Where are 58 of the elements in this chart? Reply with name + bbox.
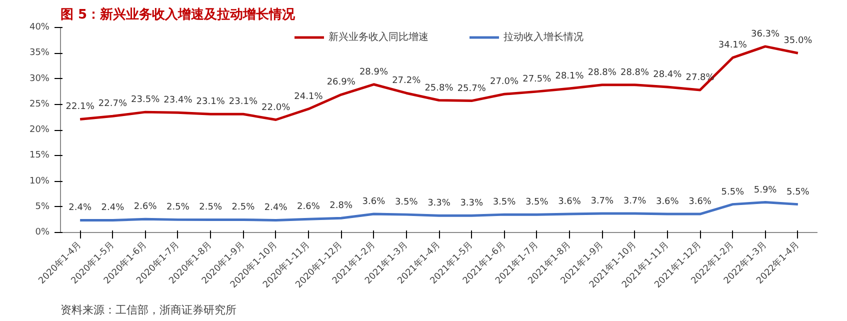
data-label: 26.9%: [326, 78, 356, 88]
y-tick-label: 25%: [29, 99, 50, 110]
data-label: 3.5%: [492, 198, 516, 208]
data-label: 25.7%: [457, 84, 486, 94]
y-tick-label: 10%: [29, 176, 50, 186]
data-label: 25.8%: [424, 83, 454, 94]
data-label: 28.9%: [359, 67, 388, 78]
data-label: 2.6%: [297, 202, 320, 212]
data-label: 23.5%: [131, 95, 160, 106]
y-tick-label: 35%: [29, 48, 50, 58]
y-tick-label: 40%: [29, 22, 50, 32]
y-tick-label: 0%: [35, 228, 50, 238]
data-label: 3.6%: [558, 197, 582, 208]
data-label: 23.4%: [164, 96, 193, 106]
data-label: 28.1%: [555, 71, 584, 82]
data-label: 2.4%: [264, 203, 288, 214]
y-tick-label: 30%: [29, 74, 50, 84]
data-label: 3.7%: [590, 196, 614, 207]
data-label: 27.5%: [522, 74, 552, 85]
text: 资料来源：工信部，浙商证券研究所: [60, 304, 236, 316]
data-label: 22.0%: [262, 102, 291, 113]
data-label: 2.6%: [134, 202, 158, 212]
legend-label: 新兴业务收入同比增速: [328, 30, 428, 44]
data-label: 34.1%: [718, 40, 748, 51]
data-label: 28.4%: [653, 70, 682, 80]
data-label: 27.0%: [490, 77, 519, 88]
data-label: 5.5%: [721, 187, 745, 198]
data-label: 5.5%: [786, 187, 810, 198]
data-label: 3.6%: [688, 197, 712, 208]
data-label: 22.1%: [66, 102, 95, 112]
data-label: 2.4%: [101, 203, 125, 214]
data-label: 23.1%: [228, 97, 258, 108]
data-label: 24.1%: [294, 92, 324, 102]
data-label: 3.3%: [460, 198, 484, 209]
data-label: 36.3%: [751, 29, 780, 40]
chart-title: 图 5：新兴业务收入增速及拉动增长情况: [60, 6, 296, 22]
data-label: 28.8%: [620, 68, 650, 78]
data-label: 2.5%: [199, 202, 222, 213]
data-label: 3.5%: [394, 198, 418, 208]
y-tick-label: 5%: [35, 202, 50, 212]
data-label: 22.7%: [98, 99, 128, 110]
data-label: 28.8%: [588, 68, 617, 78]
data-label: 2.5%: [166, 202, 190, 213]
data-label: 2.5%: [232, 202, 256, 213]
data-label: 3.5%: [525, 198, 549, 208]
data-label: 35.0%: [784, 36, 813, 46]
data-label: 3.3%: [428, 198, 451, 209]
data-label: 3.7%: [623, 196, 647, 207]
legend-label: 拉动收入增长情况: [504, 30, 584, 44]
y-tick-label: 20%: [29, 125, 50, 135]
data-label: 5.9%: [754, 185, 778, 196]
data-label: 3.6%: [362, 197, 386, 208]
y-tick-label: 15%: [29, 150, 50, 161]
data-label: 23.1%: [196, 97, 226, 108]
data-label: 3.6%: [656, 197, 680, 208]
data-label: 2.8%: [330, 201, 353, 212]
data-label: 2.4%: [68, 203, 92, 214]
data-label: 27.2%: [392, 76, 422, 86]
